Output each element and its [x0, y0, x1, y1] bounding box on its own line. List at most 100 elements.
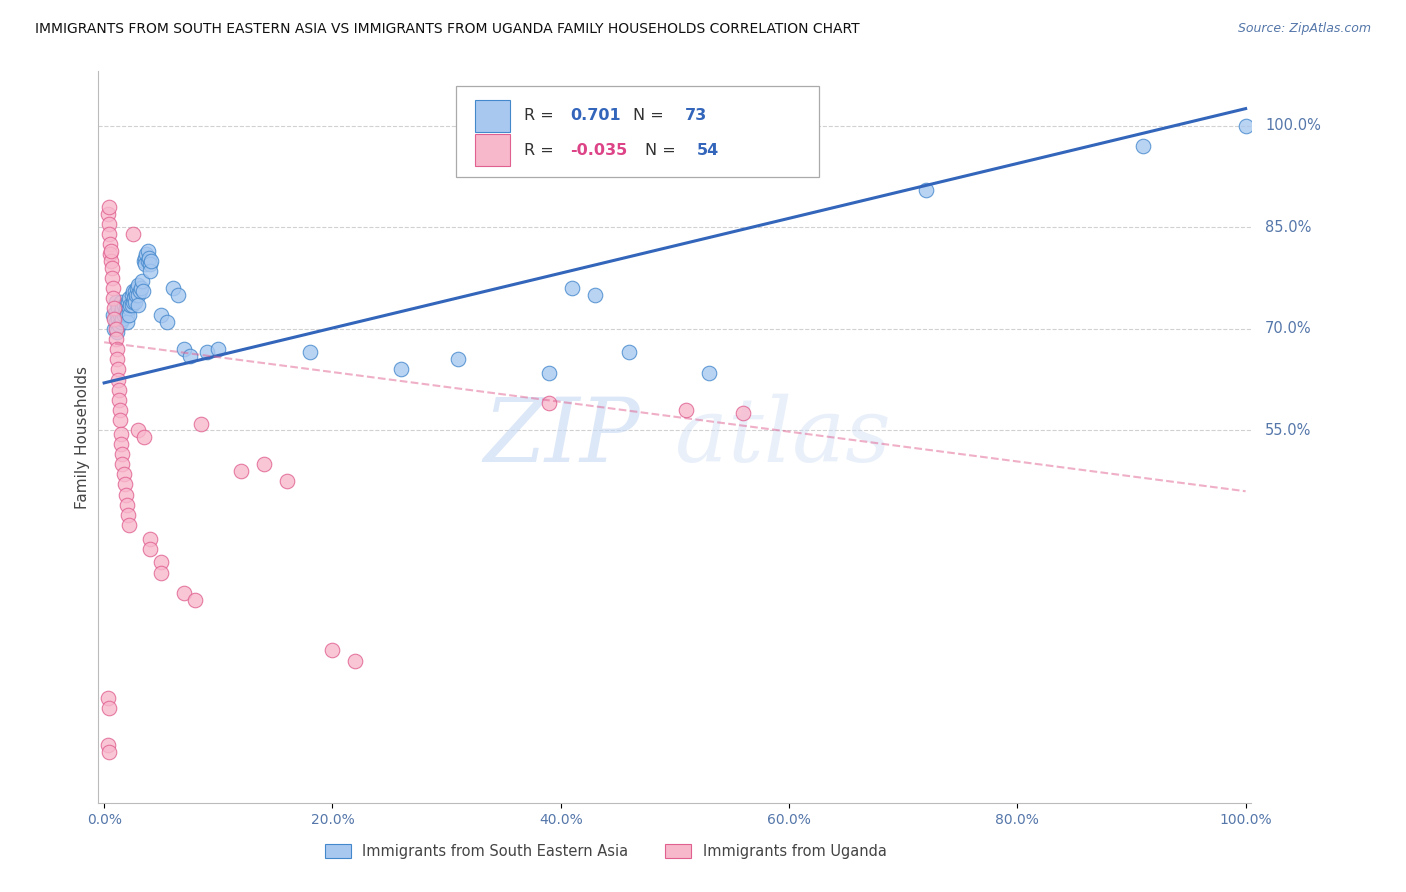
Point [184, 592, 207, 607]
Point [136, 254, 159, 268]
Point [561, 281, 583, 295]
Text: ZIP: ZIP [484, 393, 640, 481]
Point [103, 311, 125, 326]
Point [107, 362, 129, 376]
Point [111, 447, 134, 461]
Point [118, 301, 141, 316]
Point [121, 294, 143, 309]
Point [103, 322, 125, 336]
Point [1234, 119, 1257, 133]
Point [139, 257, 162, 271]
Point [127, 423, 149, 437]
Point [129, 281, 152, 295]
Point [103, 281, 125, 295]
Point [110, 437, 132, 451]
Y-axis label: Family Households: Family Households [75, 366, 90, 508]
Point [100, 244, 122, 258]
Point [104, 332, 127, 346]
Point [583, 288, 606, 302]
Point [915, 183, 938, 197]
Point [118, 518, 141, 533]
Point [121, 298, 143, 312]
Point [117, 508, 139, 522]
Text: -0.035: -0.035 [569, 143, 627, 158]
Point [96, 738, 118, 752]
Point [139, 254, 162, 268]
Point [105, 352, 128, 367]
Point [98, 247, 121, 261]
Point [150, 566, 173, 580]
Point [121, 227, 143, 241]
Text: N =: N = [633, 109, 669, 123]
Point [128, 285, 150, 299]
Point [107, 301, 129, 316]
Text: atlas: atlas [675, 393, 890, 481]
Point [97, 200, 120, 214]
Point [139, 532, 162, 546]
Point [105, 342, 128, 356]
Point [121, 285, 143, 299]
Point [1132, 139, 1154, 153]
Point [344, 654, 367, 668]
Point [110, 294, 132, 309]
Point [132, 285, 155, 299]
Point [136, 244, 159, 258]
Point [108, 413, 131, 427]
Point [110, 305, 132, 319]
Text: 85.0%: 85.0% [1265, 219, 1312, 235]
Point [619, 345, 641, 359]
Point [122, 291, 145, 305]
Point [97, 701, 120, 715]
Text: 100.0%: 100.0% [1265, 118, 1322, 133]
Point [108, 392, 131, 407]
Point [115, 298, 138, 312]
Point [105, 325, 128, 339]
Point [697, 366, 720, 380]
Point [132, 254, 155, 268]
Point [100, 254, 122, 268]
Text: R =: R = [524, 143, 558, 158]
Text: 73: 73 [685, 109, 707, 123]
FancyBboxPatch shape [475, 100, 510, 132]
Point [111, 301, 134, 316]
Point [190, 417, 212, 431]
Text: R =: R = [524, 109, 558, 123]
Text: IMMIGRANTS FROM SOUTH EASTERN ASIA VS IMMIGRANTS FROM UGANDA FAMILY HOUSEHOLDS C: IMMIGRANTS FROM SOUTH EASTERN ASIA VS IM… [35, 22, 860, 37]
Point [110, 315, 132, 329]
Point [733, 406, 755, 420]
Point [156, 315, 179, 329]
Text: 70.0%: 70.0% [1265, 321, 1312, 336]
Text: 55.0%: 55.0% [1265, 423, 1312, 438]
Point [389, 362, 412, 376]
Point [104, 305, 127, 319]
Point [195, 345, 218, 359]
Text: Source: ZipAtlas.com: Source: ZipAtlas.com [1237, 22, 1371, 36]
Point [115, 308, 138, 322]
Point [112, 467, 135, 482]
Text: 54: 54 [697, 143, 718, 158]
Point [150, 555, 173, 569]
Point [97, 217, 120, 231]
Point [207, 342, 229, 356]
Point [127, 281, 149, 295]
Point [103, 301, 125, 316]
Point [96, 206, 118, 220]
Point [101, 271, 124, 285]
Point [167, 288, 190, 302]
Point [112, 298, 135, 312]
Point [321, 643, 343, 657]
Point [111, 311, 134, 326]
Point [117, 294, 139, 309]
Point [124, 294, 146, 309]
Point [96, 690, 118, 705]
Point [108, 308, 131, 322]
Point [108, 403, 131, 417]
Point [253, 457, 276, 471]
Point [150, 308, 173, 322]
Point [675, 403, 697, 417]
Point [118, 291, 141, 305]
Point [139, 541, 162, 556]
Point [229, 464, 252, 478]
Point [97, 745, 120, 759]
Point [114, 488, 136, 502]
